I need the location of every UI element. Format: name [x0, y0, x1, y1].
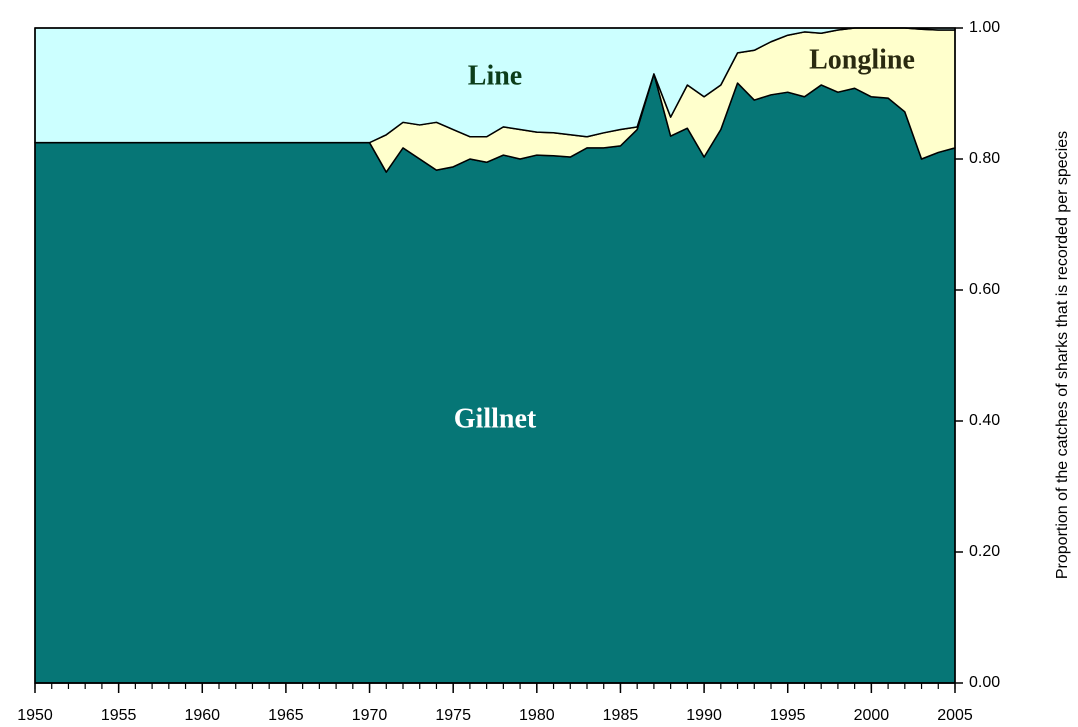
- area: [34, 73, 956, 684]
- x-tick-label: 1955: [101, 707, 137, 724]
- x-tick-label: 1985: [603, 707, 639, 724]
- y-tick-label: 0.40: [969, 412, 1000, 429]
- x-tick-label: 1965: [268, 707, 304, 724]
- x-tick-label: 1950: [17, 707, 53, 724]
- x-tick-label: 1975: [435, 707, 471, 724]
- y-tick-label: 1.00: [969, 19, 1000, 36]
- x-tick-label: 2005: [937, 707, 973, 724]
- series-label: Line: [468, 60, 522, 91]
- x-tick-label: 2000: [854, 707, 890, 724]
- x-tick-label: 1970: [352, 707, 388, 724]
- y-tick-label: 0.60: [969, 281, 1000, 298]
- x-tick-label: 1960: [184, 707, 220, 724]
- y-axis-title: Proportion of the catches of sharks that…: [1054, 131, 1071, 579]
- series-label: Longline: [809, 44, 915, 75]
- x-tick-label: 1995: [770, 707, 806, 724]
- series-label: Gillnet: [454, 403, 537, 434]
- x-tick-label: 1990: [686, 707, 722, 724]
- x-tick-label: 1980: [519, 707, 555, 724]
- y-tick-label: 0.80: [969, 150, 1000, 167]
- y-tick-label: 0.20: [969, 543, 1000, 560]
- y-tick-label: 0.00: [969, 674, 1000, 691]
